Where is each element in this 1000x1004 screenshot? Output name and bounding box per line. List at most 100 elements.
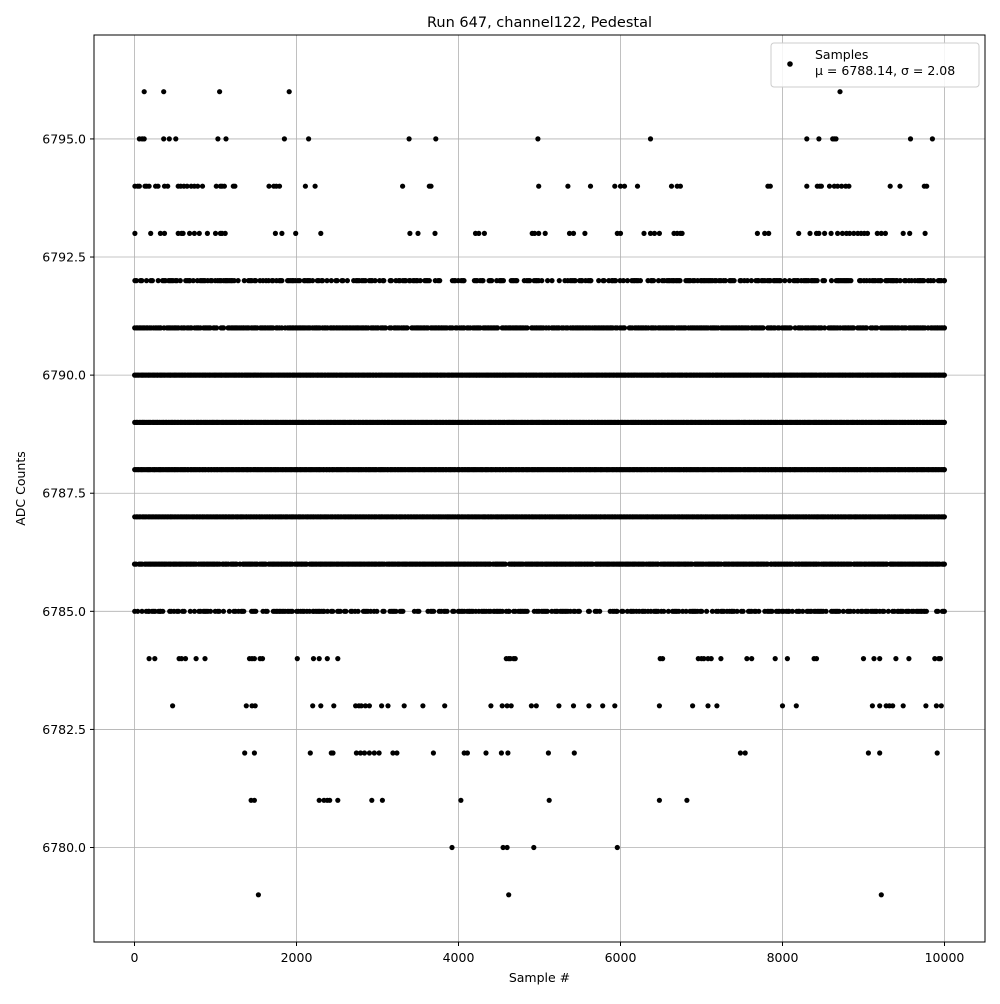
data-point — [549, 278, 555, 284]
data-point — [800, 608, 806, 614]
data-point — [617, 230, 624, 236]
data-point — [874, 325, 880, 331]
data-point — [624, 278, 631, 284]
data-point — [293, 230, 299, 236]
data-point — [613, 278, 619, 284]
data-point — [556, 278, 562, 284]
data-point — [851, 608, 857, 614]
data-point — [481, 230, 487, 236]
data-point — [312, 183, 318, 189]
data-point — [941, 278, 948, 284]
data-point — [381, 608, 387, 614]
data-point — [139, 278, 145, 284]
data-point — [612, 183, 618, 189]
data-point — [893, 656, 899, 662]
data-point — [804, 183, 810, 189]
y-axis-label: ADC Counts — [13, 451, 28, 526]
data-point — [146, 656, 152, 662]
legend-box — [770, 42, 980, 88]
data-point — [132, 230, 138, 236]
data-point — [708, 656, 714, 662]
data-point — [306, 136, 312, 142]
data-point — [786, 278, 793, 284]
data-point — [437, 278, 443, 284]
data-point — [933, 703, 940, 709]
data-point — [677, 183, 684, 189]
data-point — [744, 656, 750, 662]
data-point — [343, 608, 349, 614]
data-point — [302, 183, 308, 189]
y-tick-label: 6782.5 — [42, 722, 86, 737]
data-point — [324, 278, 330, 284]
data-point — [416, 608, 422, 614]
data-point — [796, 230, 802, 236]
data-point — [207, 608, 214, 614]
data-point — [243, 703, 249, 709]
data-point — [647, 136, 654, 142]
data-point — [190, 278, 196, 284]
data-point — [374, 608, 380, 614]
data-point — [133, 278, 139, 284]
data-point — [586, 703, 592, 709]
data-point — [897, 183, 903, 189]
data-point — [566, 230, 573, 236]
data-point — [324, 656, 330, 662]
data-point — [924, 183, 930, 189]
data-point — [679, 230, 685, 236]
data-point — [772, 656, 778, 662]
x-tick-label: 0 — [131, 950, 139, 965]
data-point — [498, 750, 504, 756]
data-point — [930, 278, 937, 284]
legend-series-name: Samples — [815, 47, 868, 62]
data-point — [677, 278, 683, 284]
data-point — [431, 608, 437, 614]
data-point — [596, 278, 602, 284]
data-point — [634, 183, 641, 189]
data-point — [588, 278, 594, 284]
y-tick-label: 6780.0 — [42, 840, 86, 855]
data-point — [139, 608, 145, 614]
data-point — [155, 183, 161, 189]
data-point — [656, 230, 663, 236]
data-point — [181, 608, 187, 614]
data-point — [178, 656, 185, 662]
data-point — [141, 89, 147, 95]
data-point — [784, 656, 791, 662]
data-point — [499, 608, 505, 614]
data-point — [221, 325, 227, 331]
data-point — [869, 703, 876, 709]
data-point — [570, 703, 577, 709]
data-point — [432, 230, 438, 236]
data-point — [379, 797, 385, 803]
data-point — [442, 703, 448, 709]
data-point — [428, 183, 434, 189]
data-point — [504, 703, 510, 709]
data-point — [500, 278, 506, 284]
data-point — [328, 278, 334, 284]
data-point — [881, 608, 887, 614]
data-point — [371, 750, 377, 756]
data-point — [814, 278, 820, 284]
data-point — [433, 136, 439, 142]
data-point — [582, 230, 588, 236]
data-point — [837, 89, 843, 95]
data-point — [932, 656, 938, 662]
data-point — [722, 278, 729, 284]
data-point — [744, 278, 751, 284]
data-point — [310, 656, 317, 662]
data-point — [196, 230, 202, 236]
data-point — [232, 183, 238, 189]
data-point — [385, 703, 391, 709]
data-point — [651, 278, 657, 284]
data-point — [182, 656, 189, 662]
data-point — [161, 89, 167, 95]
data-point — [597, 608, 603, 614]
data-point — [570, 230, 577, 236]
data-point — [253, 608, 259, 614]
data-point — [614, 844, 620, 851]
data-point — [259, 656, 266, 662]
data-point — [836, 608, 842, 614]
data-point — [514, 278, 520, 284]
data-point — [887, 183, 893, 189]
